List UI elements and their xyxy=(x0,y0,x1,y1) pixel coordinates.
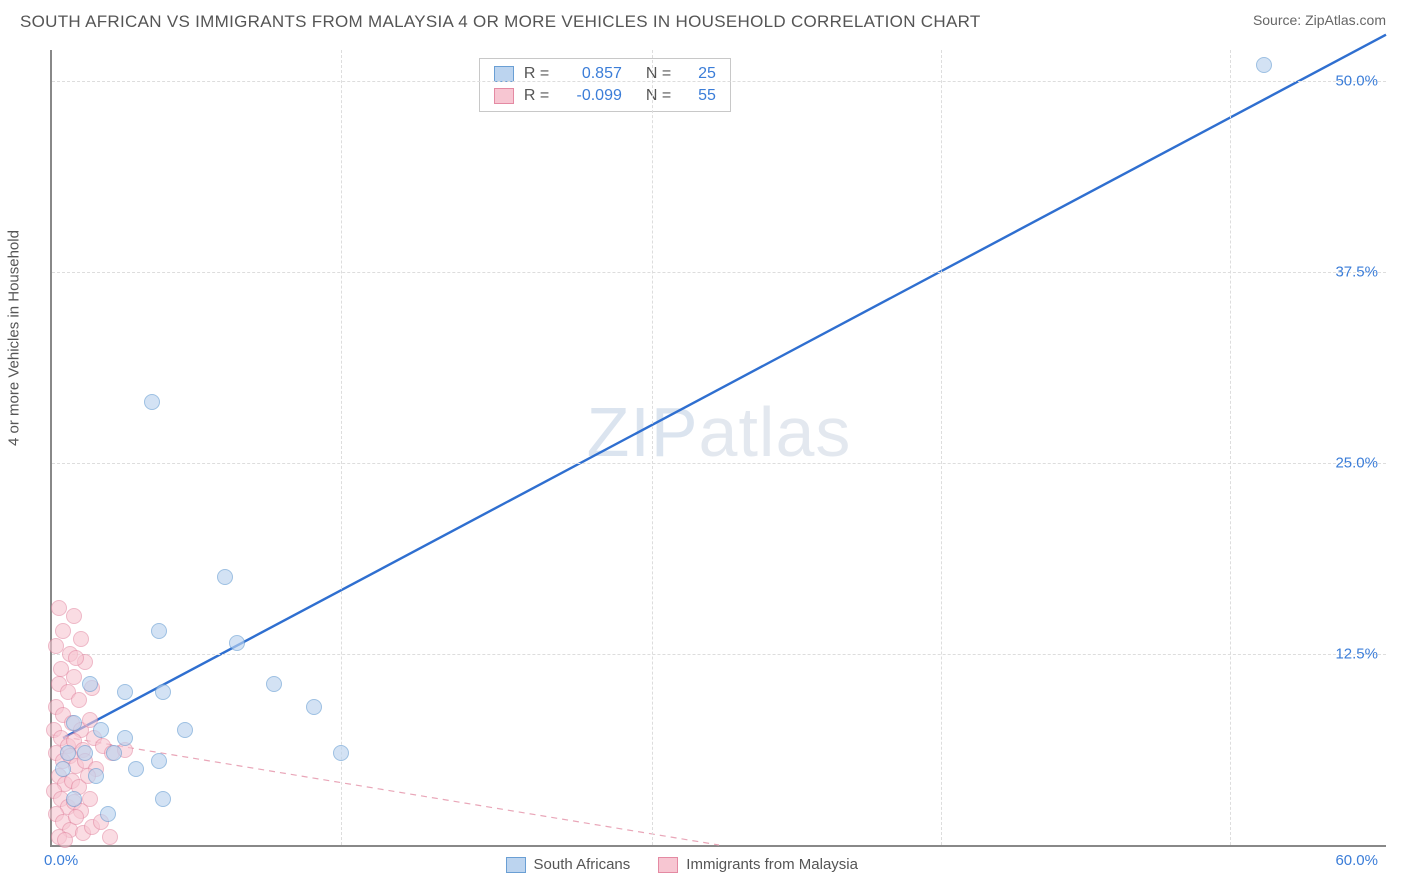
legend-swatch xyxy=(658,857,678,873)
data-point xyxy=(1256,57,1272,73)
y-tick-label: 25.0% xyxy=(1335,454,1378,471)
data-point xyxy=(77,745,93,761)
gridline-v xyxy=(1230,50,1231,845)
data-point xyxy=(66,715,82,731)
gridline-v xyxy=(941,50,942,845)
legend-r-label: R = xyxy=(524,87,554,105)
data-point xyxy=(51,600,67,616)
chart-plot-area: ZIPatlas R =0.857N =25R =-0.099N =55 0.0… xyxy=(50,50,1386,847)
data-point xyxy=(82,791,98,807)
y-tick-label: 37.5% xyxy=(1335,263,1378,280)
data-point xyxy=(102,829,118,845)
trend-line xyxy=(63,35,1386,738)
data-point xyxy=(55,761,71,777)
legend-series-item: South Africans xyxy=(506,856,631,873)
watermark-a: ZIP xyxy=(587,393,699,471)
legend-swatch xyxy=(494,88,514,104)
data-point xyxy=(144,394,160,410)
trend-line xyxy=(52,735,719,845)
data-point xyxy=(66,669,82,685)
legend-stats-row: R = -0.099 N = 55 xyxy=(480,85,730,107)
header: SOUTH AFRICAN VS IMMIGRANTS FROM MALAYSI… xyxy=(0,0,1406,32)
data-point xyxy=(100,806,116,822)
data-point xyxy=(151,623,167,639)
legend-series-item: Immigrants from Malaysia xyxy=(658,856,858,873)
legend-series: South Africans Immigrants from Malaysia xyxy=(506,856,858,873)
data-point xyxy=(229,635,245,651)
data-point xyxy=(66,791,82,807)
legend-stats: R =0.857N =25 R = -0.099 N = 55 xyxy=(479,58,731,112)
chart-title: SOUTH AFRICAN VS IMMIGRANTS FROM MALAYSI… xyxy=(20,12,981,32)
gridline-v xyxy=(652,50,653,845)
data-point xyxy=(57,832,73,848)
data-point xyxy=(88,768,104,784)
gridline-h xyxy=(52,654,1386,655)
data-point xyxy=(177,722,193,738)
data-point xyxy=(117,684,133,700)
gridline-v xyxy=(341,50,342,845)
data-point xyxy=(68,650,84,666)
legend-series-label: South Africans xyxy=(534,856,631,873)
legend-n-value: 55 xyxy=(686,87,716,105)
legend-n-label: N = xyxy=(646,87,676,105)
data-point xyxy=(128,761,144,777)
data-point xyxy=(66,608,82,624)
data-point xyxy=(82,676,98,692)
y-tick-label: 50.0% xyxy=(1335,72,1378,89)
data-point xyxy=(266,676,282,692)
y-axis-title: 4 or more Vehicles in Household xyxy=(6,230,23,446)
data-point xyxy=(68,809,84,825)
data-point xyxy=(333,745,349,761)
data-point xyxy=(55,623,71,639)
data-point xyxy=(155,791,171,807)
data-point xyxy=(60,745,76,761)
trend-lines xyxy=(52,50,1386,845)
legend-series-label: Immigrants from Malaysia xyxy=(686,856,858,873)
data-point xyxy=(217,569,233,585)
data-point xyxy=(71,692,87,708)
y-tick-label: 12.5% xyxy=(1335,645,1378,662)
data-point xyxy=(117,730,133,746)
legend-stats-row: R =0.857N =25 xyxy=(480,63,730,85)
source-label: Source: ZipAtlas.com xyxy=(1253,12,1386,28)
watermark: ZIPatlas xyxy=(587,392,852,472)
data-point xyxy=(155,684,171,700)
x-tick-max: 60.0% xyxy=(1335,852,1378,869)
gridline-h xyxy=(52,81,1386,82)
data-point xyxy=(73,631,89,647)
data-point xyxy=(306,699,322,715)
x-tick-min: 0.0% xyxy=(44,852,78,869)
gridline-h xyxy=(52,272,1386,273)
legend-swatch xyxy=(506,857,526,873)
data-point xyxy=(106,745,122,761)
legend-r-value: -0.099 xyxy=(564,87,622,105)
gridline-h xyxy=(52,463,1386,464)
watermark-b: atlas xyxy=(699,393,852,471)
data-point xyxy=(93,722,109,738)
data-point xyxy=(151,753,167,769)
